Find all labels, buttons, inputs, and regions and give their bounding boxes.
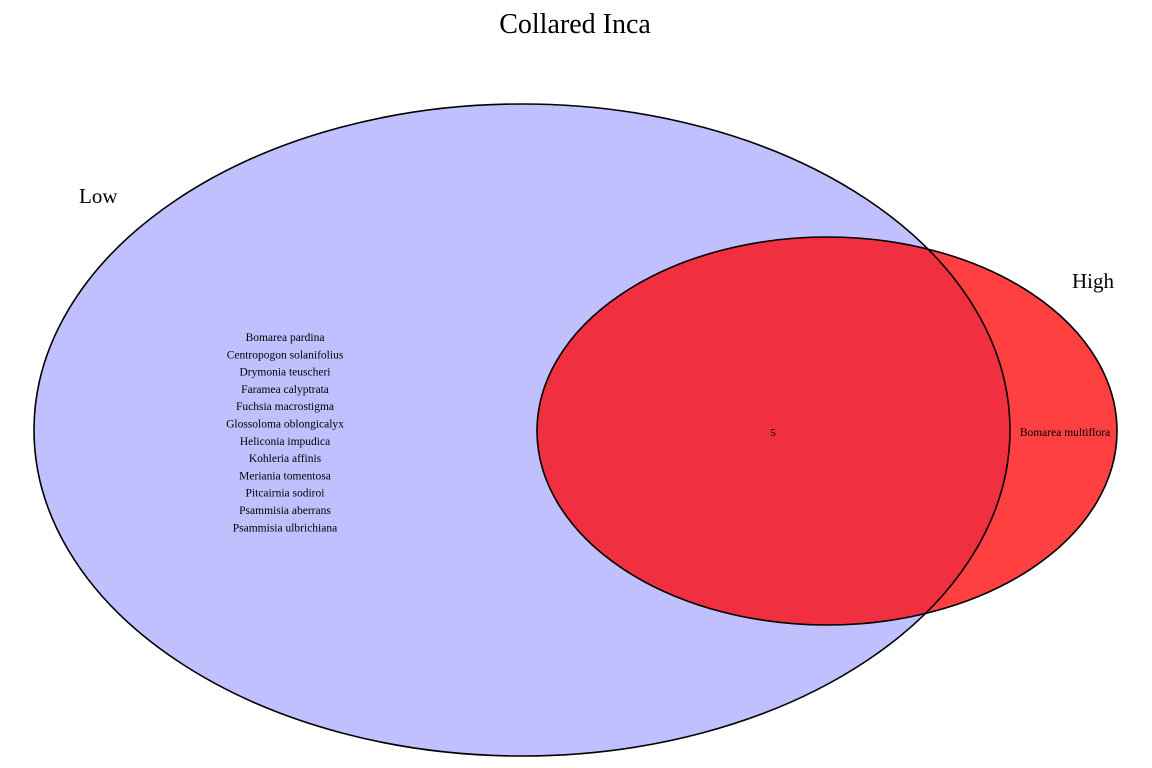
member-label: Centropogon solanifolius	[227, 349, 344, 361]
member-label: Faramea calyptrata	[241, 384, 329, 396]
high-set-label: High	[1072, 269, 1115, 293]
member-label: Drymonia teuscheri	[239, 367, 330, 379]
member-label: Meriania tomentosa	[239, 470, 331, 482]
high-only-members-list: Bomarea multiflora	[1020, 427, 1110, 439]
member-label: Bomarea multiflora	[1020, 427, 1110, 439]
low-only-members-list: Bomarea pardina Centropogon solanifolius D…	[226, 332, 344, 534]
member-label: Glossoloma oblongicalyx	[226, 419, 344, 431]
high-set-outline	[536, 236, 1118, 626]
member-label: Psammisia aberrans	[239, 505, 331, 517]
diagram-title: Collared Inca	[499, 9, 651, 40]
member-label: Kohleria affinis	[249, 453, 322, 465]
low-set-outline	[33, 103, 1011, 757]
member-label: Psammisia ulbrichiana	[233, 522, 337, 534]
member-label: Fuchsia macrostigma	[236, 401, 334, 413]
member-label: Bomarea pardina	[246, 332, 325, 344]
member-label: Heliconia impudica	[240, 436, 330, 448]
intersection-count: 5	[770, 427, 776, 439]
member-label: Pitcairnia sodiroi	[246, 488, 325, 500]
low-set-label: Low	[79, 184, 118, 208]
intersection-region	[537, 237, 1010, 625]
